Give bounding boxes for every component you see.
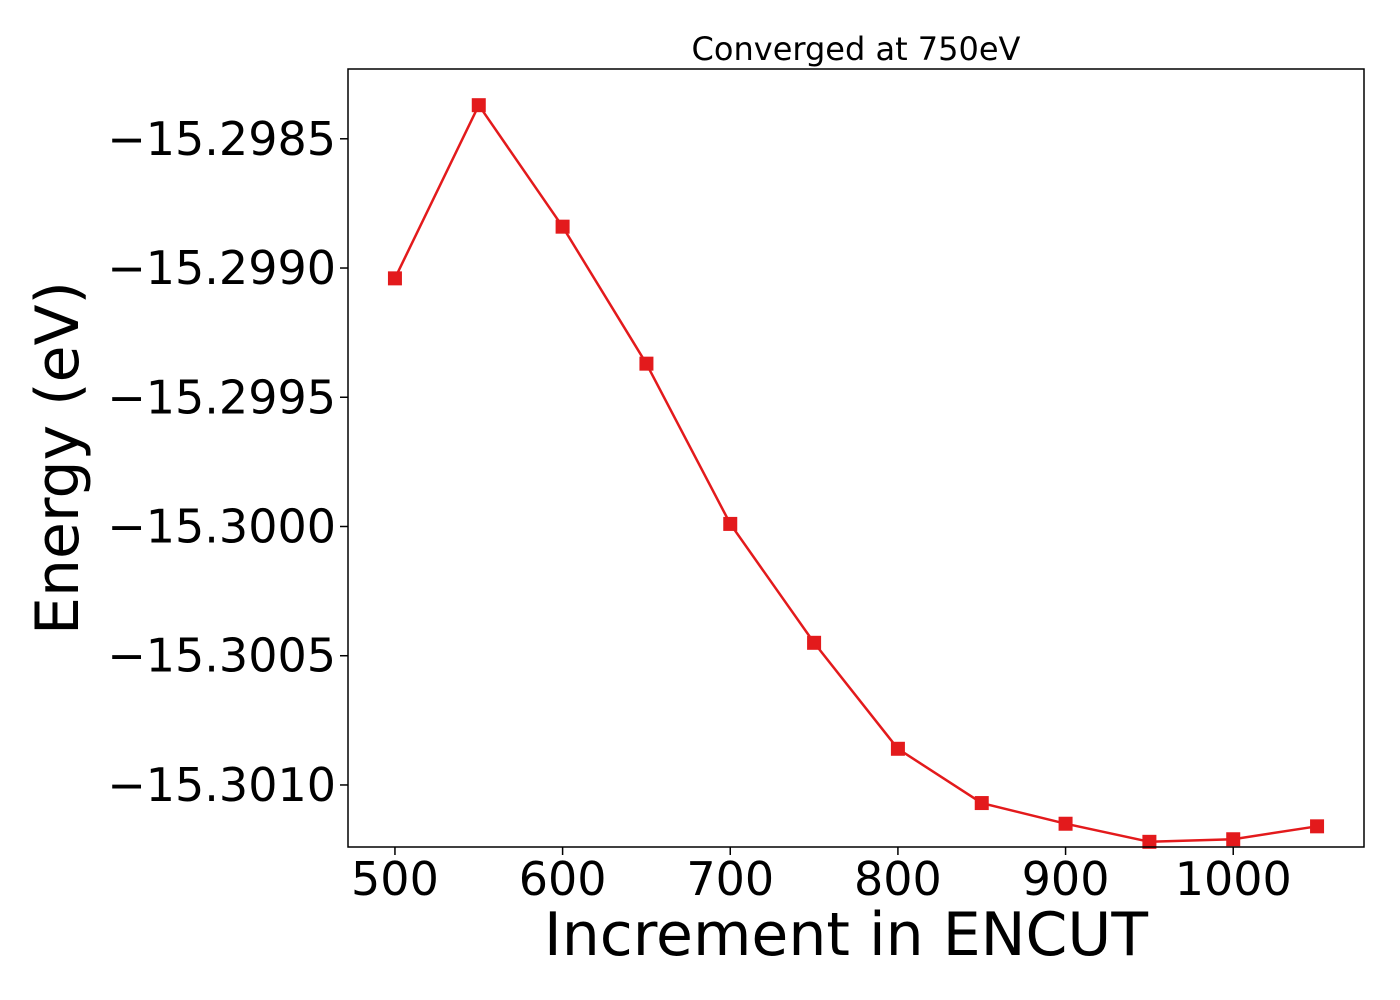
data-point-marker	[1142, 834, 1157, 849]
x-tick-label: 800	[854, 852, 942, 906]
data-point-marker	[1226, 832, 1241, 847]
x-tick-label: 700	[686, 852, 774, 906]
axis-ticks: 500 600 700 800 900 1000 −15.2985 −15.2990 −15.2…	[107, 112, 1292, 906]
chart-title: Converged at 750eV	[692, 30, 1021, 68]
data-point-marker	[974, 796, 989, 811]
data-point-marker	[387, 271, 402, 286]
plot-area	[387, 98, 1325, 849]
data-point-marker	[471, 98, 486, 113]
y-tick-label: −15.3000	[107, 499, 336, 553]
data-point-marker	[723, 516, 738, 531]
data-point-marker	[639, 356, 654, 371]
x-tick-label: 900	[1022, 852, 1110, 906]
y-tick-label: −15.3005	[107, 629, 336, 683]
data-point-marker	[1058, 816, 1073, 831]
y-tick-label: −15.2995	[107, 370, 336, 424]
x-axis-title: Increment in ENCUT	[544, 900, 1148, 970]
data-point-marker	[807, 635, 822, 650]
data-point-marker	[1310, 819, 1325, 834]
series-line	[393, 102, 1318, 844]
y-tick-label: −15.3010	[107, 758, 336, 812]
data-point-marker	[555, 219, 570, 234]
y-tick-label: −15.2990	[107, 241, 336, 295]
y-axis-title: Energy (eV)	[23, 281, 93, 635]
data-point-marker	[890, 741, 905, 756]
plot-frame	[347, 68, 1365, 848]
x-tick-label: 1000	[1175, 852, 1292, 906]
x-tick-label: 500	[351, 852, 439, 906]
y-tick-label: −15.2985	[107, 112, 336, 166]
x-tick-label: 600	[519, 852, 607, 906]
